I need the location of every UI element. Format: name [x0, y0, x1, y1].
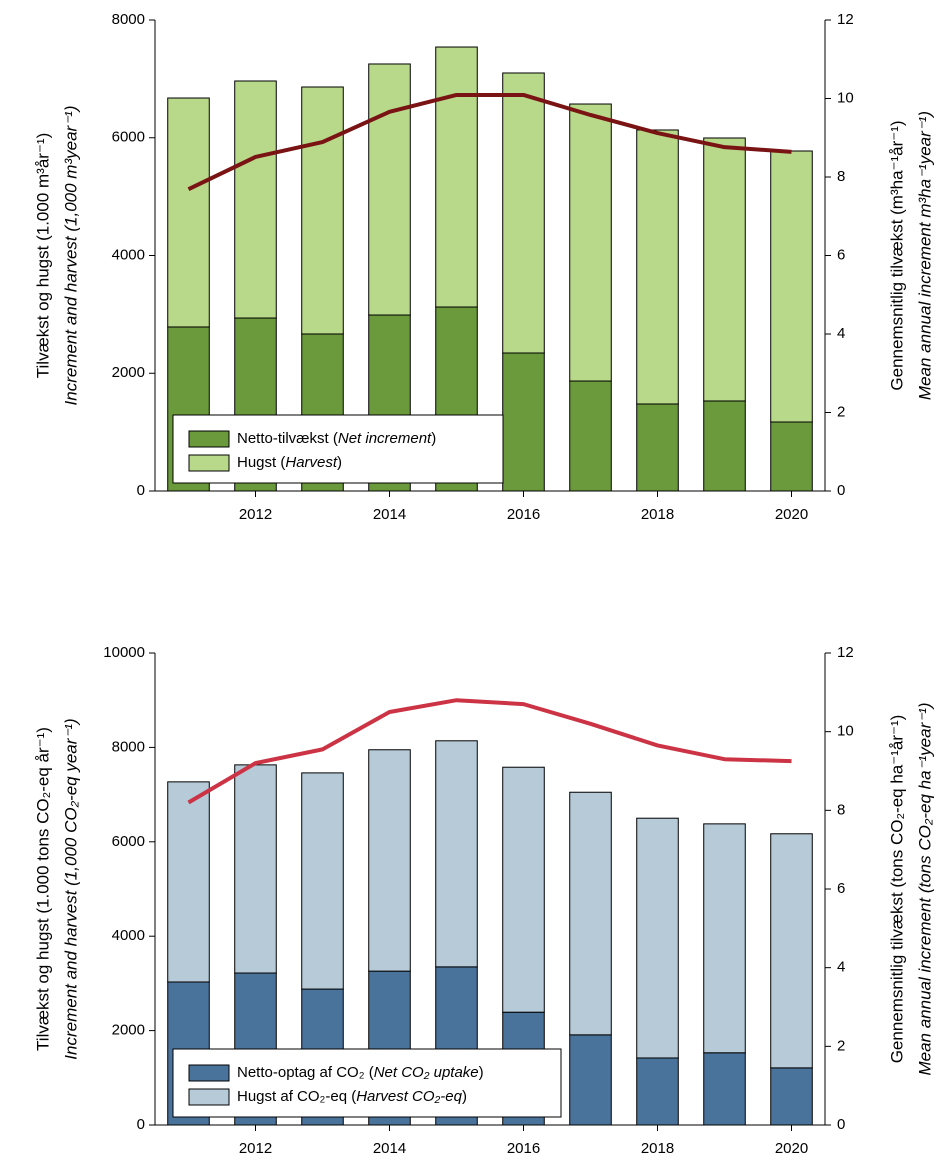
x-tick-label: 2018	[641, 506, 674, 523]
y2-axis-title: Mean annual increment m³ha⁻¹year⁻¹)	[915, 111, 934, 400]
y-tick-label: 8000	[112, 738, 145, 755]
bar	[301, 772, 344, 990]
bar	[703, 1052, 746, 1126]
y2-axis-title: Mean annual increment (tons CO₂-eq ha⁻¹y…	[915, 702, 934, 1075]
y-tick-label: 6000	[112, 129, 145, 146]
bar	[368, 63, 411, 316]
bar	[569, 1034, 612, 1126]
y-axis-title: Increment and harvest (1,000 m³year⁻¹)	[61, 106, 80, 406]
bar	[502, 766, 545, 1013]
y2-axis-title: Gennemsnitlig tilvækst (tons CO₂-eq ha⁻¹…	[887, 715, 906, 1064]
y2-tick-label: 10	[837, 89, 854, 106]
y-tick-label: 4000	[112, 927, 145, 944]
bar	[301, 86, 344, 335]
bar	[770, 1067, 813, 1126]
line	[187, 698, 792, 805]
bar	[167, 97, 210, 328]
y2-tick-label: 4	[837, 959, 845, 976]
y-tick-label: 4000	[112, 246, 145, 263]
y2-tick-label: 4	[837, 325, 845, 342]
line	[187, 92, 792, 191]
y-axis-title: Tilvækst og hugst (1.000 tons CO₂-eq år⁻…	[33, 727, 52, 1051]
bar	[569, 380, 612, 492]
bar	[435, 740, 478, 968]
legend-swatch	[188, 454, 230, 472]
y-tick-label: 8000	[112, 11, 145, 28]
x-tick-label: 2020	[775, 1140, 808, 1157]
legend-swatch	[188, 1088, 230, 1106]
bar	[770, 833, 813, 1069]
legend-box	[172, 1048, 562, 1118]
legend-label: Hugst af CO₂-eq (Harvest CO₂-eq)	[237, 1088, 467, 1105]
bar	[502, 72, 545, 354]
y-axis-title: Tilvækst og hugst (1.000 m³år⁻¹)	[33, 133, 52, 378]
x-tick-label: 2012	[239, 1140, 272, 1157]
bar	[636, 403, 679, 492]
x-tick-label: 2020	[775, 506, 808, 523]
bar	[569, 103, 612, 382]
bar	[770, 150, 813, 423]
y2-tick-label: 2	[837, 403, 845, 420]
y2-tick-label: 2	[837, 1037, 845, 1054]
legend-label: Netto-tilvækst (Net increment)	[237, 430, 436, 447]
y-tick-label: 2000	[112, 1022, 145, 1039]
y2-axis-title: Gennemsnitlig tilvækst (m³ha⁻¹år⁻¹)	[887, 120, 906, 390]
bar	[502, 352, 545, 492]
y2-tick-label: 8	[837, 168, 845, 185]
legend-swatch	[188, 1064, 230, 1082]
y2-tick-label: 6	[837, 880, 845, 897]
bar	[703, 137, 746, 402]
y-tick-label: 0	[137, 1116, 145, 1133]
bar	[234, 80, 277, 319]
y2-tick-label: 10	[837, 723, 854, 740]
y2-tick-label: 12	[837, 11, 854, 28]
bar	[703, 823, 746, 1054]
x-tick-label: 2018	[641, 1140, 674, 1157]
y2-tick-label: 12	[837, 644, 854, 661]
x-tick-label: 2016	[507, 506, 540, 523]
bar	[636, 817, 679, 1059]
x-tick-label: 2014	[373, 1140, 406, 1157]
bar	[569, 791, 612, 1036]
bar	[770, 421, 813, 492]
y-tick-label: 2000	[112, 364, 145, 381]
legend-swatch	[188, 430, 230, 448]
bar	[167, 781, 210, 983]
bar	[435, 46, 478, 308]
bar	[636, 1057, 679, 1126]
legend-label: Netto-optag af CO₂ (Net CO₂ uptake)	[237, 1064, 484, 1081]
bar	[234, 764, 277, 974]
legend-box	[172, 414, 504, 484]
x-tick-label: 2012	[239, 506, 272, 523]
y-tick-label: 0	[137, 482, 145, 499]
y2-tick-label: 0	[837, 482, 845, 499]
bar	[636, 129, 679, 405]
bar	[703, 400, 746, 492]
y-tick-label: 6000	[112, 833, 145, 850]
x-tick-label: 2016	[507, 1140, 540, 1157]
y-axis-title: Increment and harvest (1,000 CO₂-eq year…	[61, 718, 80, 1059]
x-tick-label: 2014	[373, 506, 406, 523]
y2-tick-label: 0	[837, 1116, 845, 1133]
y2-tick-label: 8	[837, 801, 845, 818]
y-tick-label: 10000	[103, 644, 145, 661]
y2-tick-label: 6	[837, 246, 845, 263]
legend-label: Hugst (Harvest)	[237, 454, 342, 471]
bar	[368, 749, 411, 972]
